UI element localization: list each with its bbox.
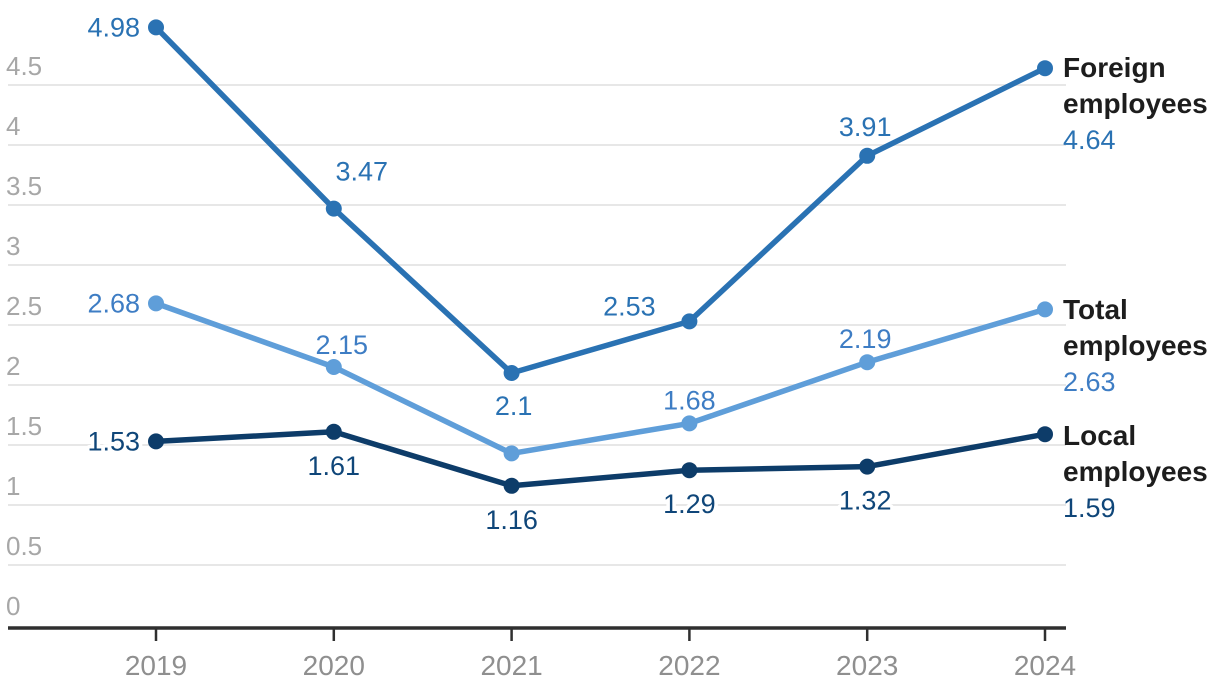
series-line-foreign-employees <box>153 24 1048 376</box>
data-label-total-employees: 2.15 <box>316 330 369 360</box>
data-point-local-employees <box>681 462 698 479</box>
y-tick-label: 2 <box>6 351 20 381</box>
gridlines <box>8 84 1066 566</box>
y-tick-label: 1 <box>6 471 20 501</box>
legend-total-employees: Total employees 2.63 <box>1063 292 1220 400</box>
data-label-local-employees: 1.16 <box>485 505 538 535</box>
x-tick-label: 2021 <box>480 650 542 681</box>
y-tick-label: 0.5 <box>6 531 42 561</box>
legend-label-local: Local employees <box>1063 420 1208 487</box>
data-point-total-employees <box>148 295 164 312</box>
data-point-local-employees <box>1037 426 1053 443</box>
y-tick-label: 4.5 <box>6 51 42 81</box>
x-axis: 2019 2020 2021 2022 2023 2024 <box>8 626 1076 681</box>
series-local-employees: 1.53 1.61 1.16 1.29 1.32 <box>84 423 1053 538</box>
data-point-foreign-employees <box>1037 60 1053 77</box>
data-point-total-employees <box>325 359 342 375</box>
x-tick-label: 2020 <box>303 650 365 681</box>
legend-foreign-employees: Foreign employees 4.64 <box>1063 50 1220 158</box>
legend-label-foreign: Foreign employees <box>1063 52 1208 119</box>
data-label-foreign-employees: 4.98 <box>87 12 140 42</box>
x-tick-label: 2023 <box>836 650 898 681</box>
data-point-foreign-employees <box>325 200 342 217</box>
x-tick-label: 2019 <box>125 650 187 681</box>
data-point-local-employees <box>325 423 342 440</box>
series-line-total-employees <box>153 300 1048 457</box>
x-tick-label: 2024 <box>1014 650 1076 681</box>
data-label-local-employees: 1.29 <box>663 489 716 519</box>
data-point-total-employees <box>859 354 876 371</box>
data-point-foreign-employees <box>503 365 520 381</box>
legend-label-total: Total employees <box>1063 294 1208 361</box>
data-point-local-employees <box>148 433 164 450</box>
data-point-total-employees <box>681 415 698 432</box>
data-point-local-employees <box>503 477 520 494</box>
legend-value-total: 2.63 <box>1063 367 1116 397</box>
series-total-employees: 2.68 2.15 1.68 2.19 <box>84 285 1053 462</box>
y-tick-label: 2.5 <box>6 291 42 321</box>
data-label-foreign-employees: 2.53 <box>603 291 656 321</box>
data-label-local-employees: 1.53 <box>87 426 140 456</box>
data-label-local-employees: 1.32 <box>839 486 892 516</box>
legend-value-foreign: 4.64 <box>1063 125 1116 155</box>
data-point-total-employees <box>503 445 520 462</box>
y-tick-label: 0 <box>6 591 20 621</box>
data-label-foreign-employees: 3.47 <box>336 157 389 187</box>
series-foreign-employees: 4.98 3.47 2.1 2.53 3.91 <box>84 9 1053 425</box>
data-point-total-employees <box>1037 301 1053 318</box>
data-point-local-employees <box>859 458 876 475</box>
y-tick-label: 1.5 <box>6 411 42 441</box>
y-tick-label: 3 <box>6 231 20 261</box>
y-tick-label: 4 <box>6 111 20 141</box>
data-label-foreign-employees: 3.91 <box>839 112 892 142</box>
series-line-local-employees <box>153 429 1048 489</box>
data-point-foreign-employees <box>681 313 698 330</box>
x-tick-label: 2022 <box>658 650 720 681</box>
data-label-total-employees: 2.68 <box>87 288 140 318</box>
data-label-total-employees: 2.19 <box>839 324 892 354</box>
y-tick-label: 3.5 <box>6 171 42 201</box>
legend-local-employees: Local employees 1.59 <box>1063 418 1220 526</box>
y-axis-tick-labels: 0 0.5 1 1.5 2 2.5 3 3.5 4 4.5 <box>6 51 42 621</box>
data-label-total-employees: 1.68 <box>663 385 716 415</box>
data-label-local-employees: 1.61 <box>308 451 361 481</box>
data-label-foreign-employees: 2.1 <box>495 391 533 421</box>
legend-value-local: 1.59 <box>1063 493 1116 523</box>
data-point-foreign-employees <box>148 19 164 36</box>
data-point-foreign-employees <box>859 147 876 164</box>
